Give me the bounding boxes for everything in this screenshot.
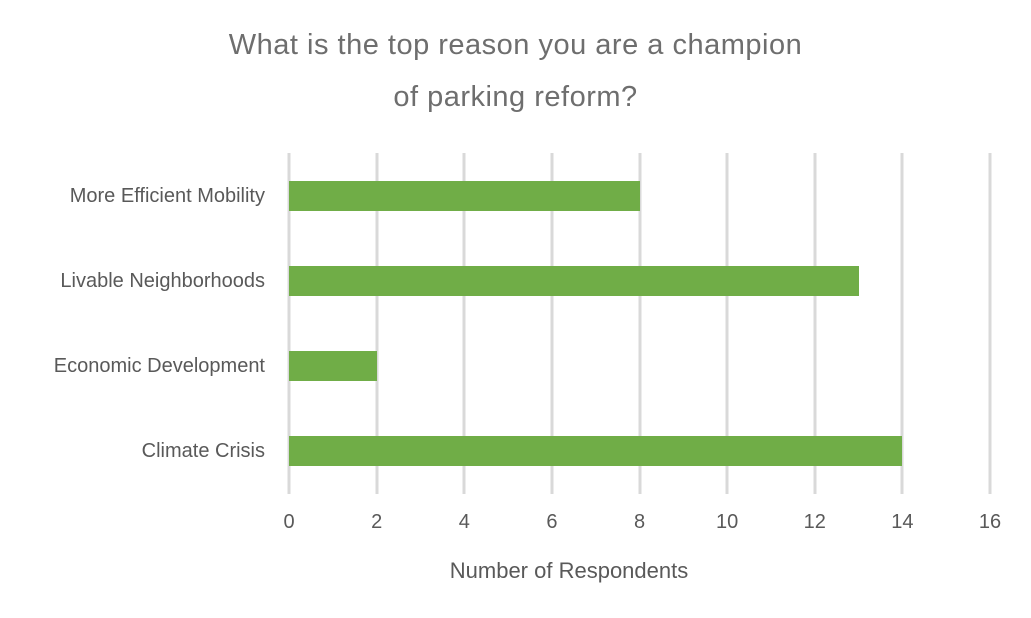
gridline-x-6 [550,153,554,494]
chart-title: What is the top reason you are a champio… [0,19,1031,123]
x-tick-label-14: 14 [891,511,914,533]
y-axis-category-labels: More Efficient Mobility Livable Neighborh… [0,153,277,494]
x-axis-tick-labels: 0 2 4 6 8 10 12 14 16 [0,509,1031,535]
gridline-x-0 [287,153,291,494]
x-tick-label-10: 10 [716,511,739,533]
x-tick-label-12: 12 [803,511,826,533]
gridline-x-8 [638,153,641,494]
bar-livable-neighborhoods [289,265,859,296]
plot-area [287,153,992,494]
x-tick-label-8: 8 [633,511,646,533]
x-tick-label-6: 6 [546,511,558,533]
x-tick-label-2: 2 [371,511,383,533]
bar-economic-development [289,351,377,382]
category-label-economic-development: Economic Development [53,355,265,378]
x-axis-title: Number of Respondents [449,558,689,583]
gridline-x-14 [900,153,904,494]
category-label-more-efficient-mobility: More Efficient Mobility [69,184,265,207]
x-tick-label-4: 4 [458,511,470,533]
x-tick-label-16: 16 [978,511,1002,533]
chart-title-line: of parking reform? [393,81,638,113]
gridline-x-12 [813,153,817,494]
bar-more-efficient-mobility [289,180,640,211]
category-label-livable-neighborhoods: Livable Neighborhoods [60,269,265,292]
x-tick-label-0: 0 [283,511,295,533]
category-label-climate-crisis: Climate Crisis [141,440,265,463]
gridline-x-4 [462,153,466,494]
gridline-x-2 [375,153,379,494]
chart-title-line: What is the top reason you are a champio… [228,29,803,61]
gridline-x-10 [725,153,729,494]
gridline-x-16 [988,153,992,494]
bar-climate-crisis [289,436,903,467]
